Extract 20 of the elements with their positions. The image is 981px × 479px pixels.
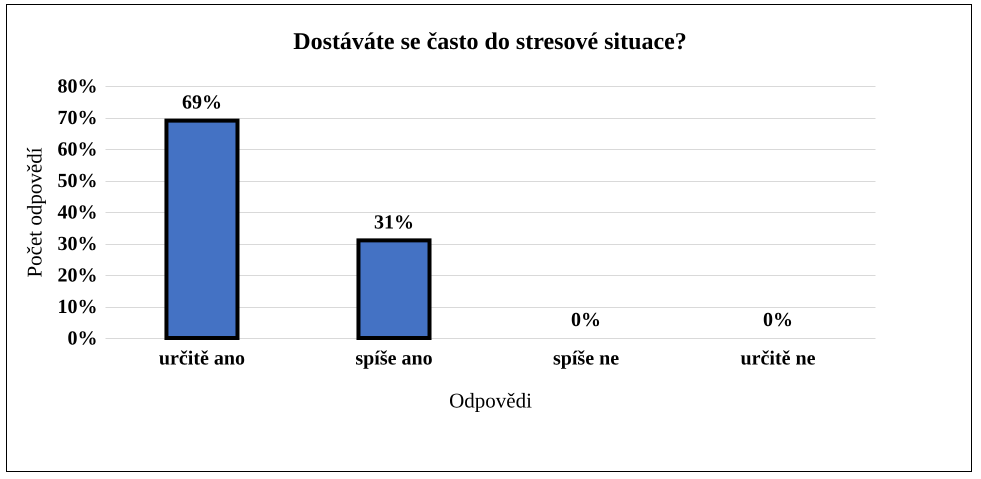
y-tick-label: 30%	[58, 233, 98, 255]
data-label: 0%	[763, 309, 794, 331]
data-label: 31%	[374, 211, 414, 234]
y-tick-label: 50%	[58, 170, 98, 192]
y-tick-label: 0%	[68, 328, 98, 350]
y-axis-title: Počet odpovědí	[22, 147, 46, 278]
y-tick-label: 80%	[58, 76, 98, 98]
data-label: 69%	[182, 92, 222, 114]
x-tick-label: určitě ano	[158, 348, 246, 370]
chart-title: Dostáváte se často do stresové situace?	[293, 29, 687, 55]
x-tick-label: spíše ne	[552, 348, 620, 370]
y-tick-label: 40%	[58, 202, 98, 224]
x-tick-label: určitě ne	[740, 348, 816, 370]
y-tick-label: 70%	[58, 107, 98, 129]
x-tick-label: spíše ano	[355, 348, 433, 370]
y-tick-label: 20%	[58, 264, 98, 286]
y-tick-label: 10%	[58, 296, 98, 318]
x-axis-title: Odpovědi	[449, 388, 532, 412]
y-tick-label: 60%	[58, 138, 98, 160]
data-label: 0%	[571, 309, 602, 331]
